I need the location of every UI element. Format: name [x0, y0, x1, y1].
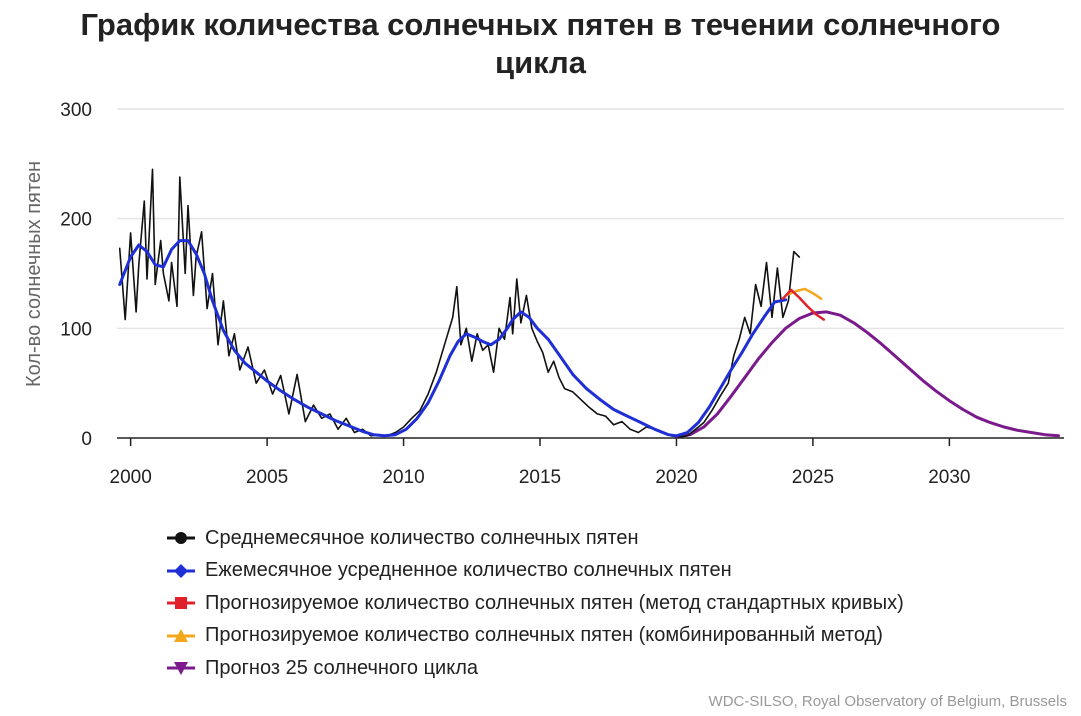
y-tick-label-0: 0: [81, 429, 92, 450]
chart-title-line-1: График количества солнечных пятен в тече…: [80, 7, 1001, 42]
y-tick-label-200: 200: [60, 210, 92, 231]
y-axis-label: Кол-во солнечных пятен: [23, 161, 45, 387]
x-tick-label-2025: 2025: [792, 467, 834, 488]
legend-circle-icon: [167, 532, 195, 545]
legend-triangle-down-icon: [167, 662, 195, 676]
legend-triangle-up-icon: [167, 628, 195, 642]
x-tick-label-2015: 2015: [519, 467, 561, 488]
legend-marker: [174, 662, 188, 676]
legend: Среднемесячное количество солнечных пяте…: [165, 522, 904, 685]
x-tick-label-2030: 2030: [928, 467, 970, 488]
legend-item-5[interactable]: Прогноз 25 солнечного цикла: [165, 652, 904, 685]
gridlines: [117, 108, 1064, 330]
legend-item-3[interactable]: Прогнозируемое количество солнечных пяте…: [165, 587, 904, 620]
legend-marker: [174, 563, 188, 578]
legend-item-2[interactable]: Ежемесячное усредненное количество солне…: [165, 555, 904, 588]
legend-diamond-icon: [167, 563, 195, 578]
legend-label: Прогнозируемое количество солнечных пяте…: [205, 624, 883, 647]
legend-marker: [175, 532, 187, 545]
legend-item-1[interactable]: Среднемесячное количество солнечных пяте…: [165, 522, 904, 555]
series-lines: [118, 168, 1060, 439]
chart-title-line-2: цикла: [495, 45, 586, 80]
legend-label: Прогноз 25 солнечного цикла: [205, 656, 478, 679]
x-axis: 2000 2005 2010 2015 2020 2025 2030: [110, 437, 1064, 488]
series-line-1: [118, 168, 801, 438]
legend-marker: [174, 628, 188, 642]
chart-title: График количества солнечных пятен в тече…: [0, 6, 1081, 82]
legend-label: Ежемесячное усредненное количество солне…: [205, 559, 732, 582]
series-line-5: [675, 310, 1060, 439]
legend-square-icon: [167, 597, 195, 610]
x-tick-label-2010: 2010: [382, 467, 424, 488]
y-axis-ticks: 0 100 200 300: [60, 100, 92, 450]
x-tick-label-2005: 2005: [246, 467, 288, 488]
legend-label: Прогнозируемое количество солнечных пяте…: [205, 591, 904, 614]
series-line-3: [781, 288, 826, 321]
x-tick-label-2000: 2000: [110, 467, 152, 488]
legend-item-4[interactable]: Прогнозируемое количество солнечных пяте…: [165, 620, 904, 653]
source-credit: WDC-SILSO, Royal Observatory of Belgium,…: [708, 693, 1067, 710]
series-line-2: [118, 239, 788, 438]
legend-marker: [175, 597, 187, 610]
legend-label: Среднемесячное количество солнечных пяте…: [205, 526, 639, 549]
y-tick-label-300: 300: [60, 100, 92, 121]
y-tick-label-100: 100: [60, 319, 92, 340]
x-tick-label-2020: 2020: [655, 467, 697, 488]
